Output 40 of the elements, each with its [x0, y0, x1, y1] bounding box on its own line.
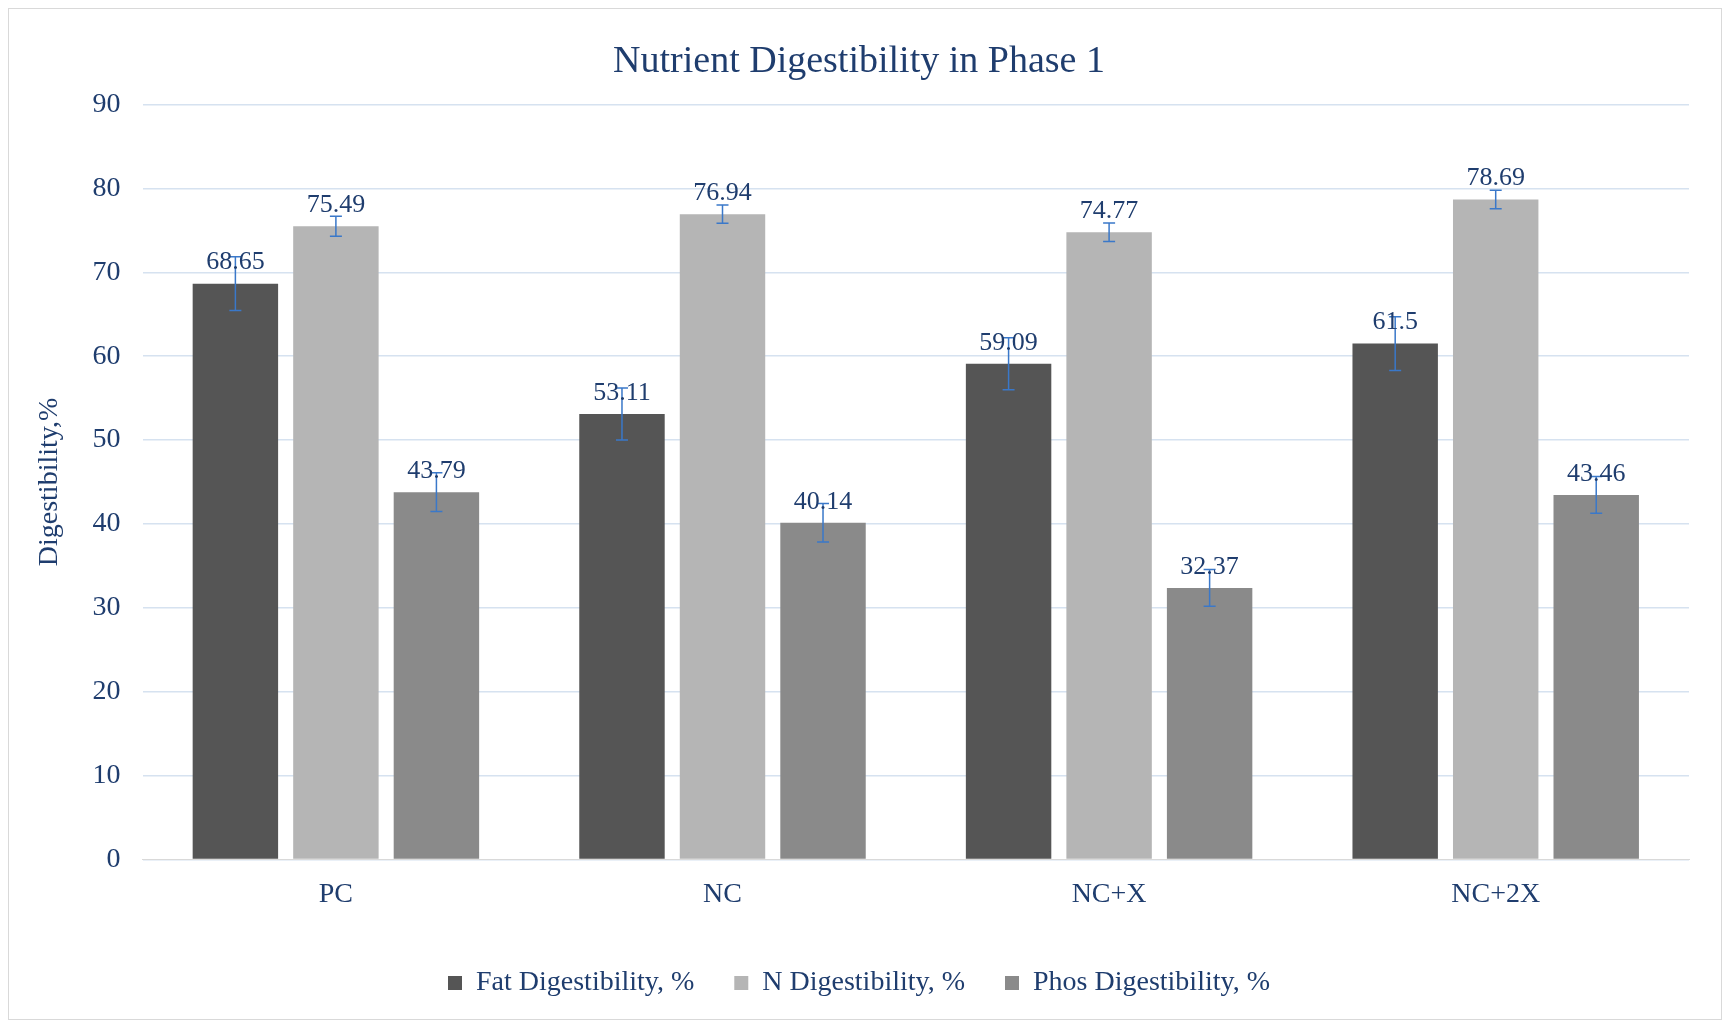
- x-tick-label: NC: [703, 876, 742, 908]
- bar: [192, 283, 279, 859]
- bar: [1166, 587, 1253, 859]
- bar: [679, 214, 766, 859]
- legend-label: N Digestibility, %: [762, 965, 966, 997]
- data-label: 75.49: [306, 189, 366, 219]
- y-tick-label: 60: [92, 338, 121, 370]
- bar: [965, 363, 1052, 859]
- y-tick-label: 80: [92, 170, 121, 202]
- y-tick-label: 90: [92, 86, 121, 118]
- y-tick-label: 70: [92, 254, 121, 286]
- legend-label: Fat Digestibility, %: [476, 965, 695, 997]
- y-axis-title: Digestibility,%: [32, 397, 64, 567]
- data-label: 74.77: [1079, 195, 1139, 225]
- bar: [1452, 199, 1539, 859]
- bar: [393, 492, 480, 859]
- bar: [579, 413, 665, 859]
- x-tick-label: NC+X: [1071, 876, 1147, 908]
- y-tick-label: 30: [92, 590, 121, 622]
- data-label: 76.94: [693, 176, 752, 206]
- x-tick-label: NC+2X: [1451, 876, 1541, 908]
- x-tick-label: PC: [318, 876, 354, 908]
- bar: [1553, 494, 1639, 859]
- bar: [293, 226, 379, 859]
- bar: [1066, 232, 1152, 859]
- bar: [780, 522, 866, 859]
- legend-label: Phos Digestibility, %: [1033, 965, 1270, 997]
- chart-title: Nutrient Digestibility in Phase 1: [613, 37, 1105, 80]
- y-tick-label: 40: [92, 506, 121, 538]
- data-label: 43.79: [407, 454, 466, 484]
- bar: [1352, 343, 1438, 859]
- data-label: 40.14: [793, 485, 853, 515]
- data-label: 59.09: [979, 326, 1038, 356]
- data-label: 32.37: [1180, 550, 1239, 580]
- data-label: 43.46: [1566, 457, 1626, 487]
- y-tick-label: 50: [92, 422, 121, 454]
- y-tick-label: 20: [92, 674, 121, 706]
- y-tick-label: 0: [106, 841, 121, 873]
- data-label: 78.69: [1466, 162, 1525, 192]
- y-tick-label: 10: [92, 757, 121, 789]
